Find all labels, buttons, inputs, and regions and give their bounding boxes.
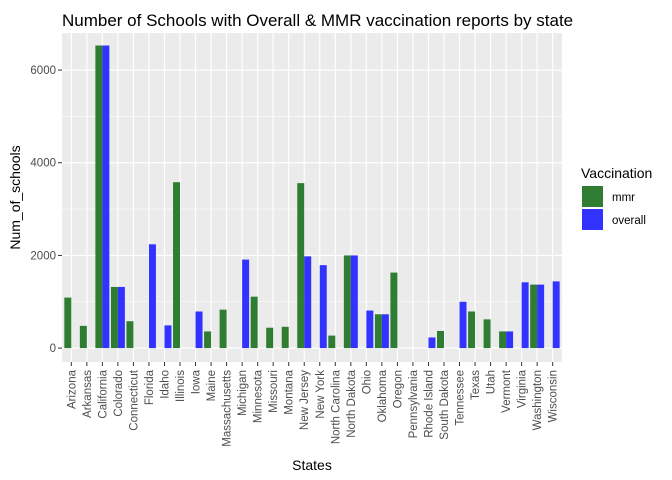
legend-swatch-mmr — [582, 186, 603, 207]
bars — [64, 45, 560, 349]
x-tick-label: Washington — [532, 370, 544, 430]
bar-overall-new-york — [319, 265, 327, 349]
x-tick-label: Idaho — [159, 370, 171, 399]
bar-overall-iowa — [195, 311, 203, 349]
bar-overall-florida — [148, 244, 156, 349]
x-tick-label: Ohio — [361, 370, 373, 394]
x-tick-label: Michigan — [237, 370, 249, 416]
x-tick-label: Utah — [486, 370, 498, 394]
x-tick-label: Florida — [144, 369, 156, 405]
bar-overall-north-dakota — [350, 255, 358, 349]
x-tick-label: Montana — [284, 369, 296, 414]
x-tick-label: North Dakota — [346, 369, 358, 437]
bar-mmr-colorado — [110, 286, 118, 349]
bar-mmr-illinois — [173, 182, 181, 349]
x-tick-label: North Carolina — [330, 369, 342, 444]
bar-mmr-maine — [204, 331, 212, 349]
bar-mmr-montana — [281, 326, 289, 349]
bar-mmr-missouri — [266, 327, 274, 349]
y-tick-label: 0 — [50, 343, 56, 355]
bar-overall-tennessee — [459, 301, 467, 349]
bar-overall-rhode-island — [428, 337, 436, 349]
legend: Vaccination mmr overall — [581, 165, 652, 230]
bar-mmr-utah — [483, 319, 491, 349]
bar-mmr-oregon — [390, 272, 398, 349]
x-tick-label: Iowa — [191, 369, 203, 394]
bar-overall-new-jersey — [304, 256, 312, 349]
bar-mmr-south-dakota — [437, 330, 444, 349]
x-tick-label: Colorado — [113, 370, 125, 417]
bar-mmr-arkansas — [79, 325, 87, 349]
plot-panel — [62, 33, 562, 362]
bar-mmr-texas — [468, 311, 476, 349]
x-axis-title: States — [292, 457, 332, 473]
x-tick-label: Texas — [470, 370, 482, 400]
x-tick-label: Pennsylvania — [408, 369, 420, 438]
bar-mmr-new-jersey — [297, 183, 305, 349]
bar-overall-washington — [537, 284, 545, 349]
y-axis-title: Num_of_schools — [7, 145, 23, 249]
x-tick-label: Oregon — [392, 370, 404, 408]
bar-mmr-arizona — [64, 297, 72, 349]
legend-label-mmr: mmr — [612, 192, 635, 204]
bar-mmr-north-dakota — [343, 255, 351, 349]
x-tick-label: Massachusetts — [222, 370, 234, 447]
x-tick-label: Missouri — [268, 370, 280, 413]
x-tick-label: Arizona — [66, 369, 78, 409]
y-axis: 0 2000 4000 6000 — [30, 65, 62, 355]
bar-mmr-washington — [530, 284, 538, 349]
x-tick-label: Minnesota — [253, 369, 265, 423]
x-axis: Arizona Arkansas California Colorado Connect… — [66, 362, 560, 447]
x-tick-label: Virginia — [517, 369, 529, 408]
chart-title: Number of Schools with Overall & MMR vac… — [62, 11, 573, 30]
legend-label-overall: overall — [612, 215, 646, 227]
x-tick-label: New Jersey — [299, 370, 311, 430]
bar-overall-idaho — [164, 325, 172, 349]
y-tick-label: 6000 — [30, 65, 56, 77]
bar-mmr-vermont — [499, 331, 507, 349]
x-tick-label: South Dakota — [439, 369, 451, 439]
y-tick-label: 2000 — [30, 250, 56, 262]
x-tick-label: Rhode Island — [423, 370, 435, 438]
bar-mmr-massachusetts — [219, 309, 227, 349]
bar-overall-wisconsin — [552, 281, 560, 349]
bar-mmr-connecticut — [126, 321, 134, 349]
x-tick-label: Tennessee — [455, 370, 467, 426]
bar-overall-vermont — [506, 331, 514, 349]
x-tick-label: Wisconsin — [548, 370, 560, 422]
bar-mmr-north-carolina — [328, 335, 336, 349]
bar-mmr-minnesota — [250, 296, 258, 349]
x-tick-label: New York — [315, 370, 327, 419]
legend-title: Vaccination — [581, 165, 652, 181]
bar-mmr-california — [95, 45, 103, 349]
bar-overall-virginia — [521, 282, 529, 349]
x-tick-label: Vermont — [501, 369, 513, 413]
legend-swatch-overall — [582, 209, 603, 230]
bar-overall-colorado — [117, 286, 125, 349]
bar-overall-oklahoma — [381, 314, 389, 349]
x-tick-label: Connecticut — [128, 369, 140, 431]
bar-overall-michigan — [242, 259, 250, 349]
x-tick-label: Illinois — [175, 370, 187, 402]
x-tick-label: Oklahoma — [377, 369, 389, 422]
y-tick-label: 4000 — [30, 158, 56, 170]
x-tick-label: Arkansas — [82, 370, 94, 418]
bar-overall-ohio — [366, 310, 374, 349]
bar-mmr-oklahoma — [374, 314, 382, 349]
x-tick-label: Maine — [206, 370, 218, 401]
bar-overall-california — [102, 45, 110, 349]
x-tick-label: California — [97, 369, 109, 418]
